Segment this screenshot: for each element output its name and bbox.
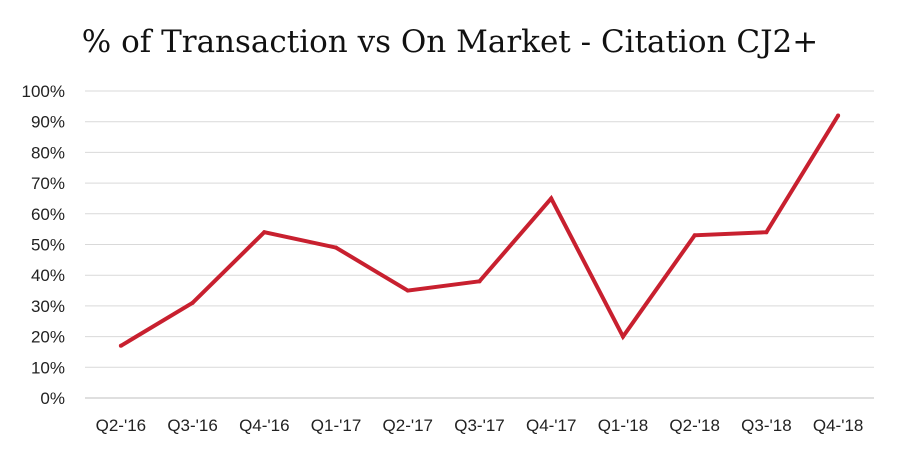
y-tick-label: 90%	[31, 113, 65, 132]
x-tick-label: Q3-'17	[454, 416, 505, 435]
y-tick-label: 100%	[22, 82, 65, 101]
y-tick-label: 0%	[40, 389, 65, 408]
data-point	[118, 343, 123, 348]
x-tick-label: Q4-'17	[526, 416, 577, 435]
series-line	[119, 114, 840, 348]
y-tick-label: 10%	[31, 358, 65, 377]
x-tick-label: Q1-'18	[598, 416, 649, 435]
data-point	[190, 300, 195, 305]
y-tick-label: 70%	[31, 174, 65, 193]
x-tick-label: Q2-'18	[669, 416, 720, 435]
x-tick-label: Q2-'16	[96, 416, 147, 435]
x-tick-label: Q3-'18	[741, 416, 792, 435]
x-tick-label: Q4-'16	[239, 416, 290, 435]
y-tick-label: 80%	[31, 143, 65, 162]
y-tick-label: 60%	[31, 205, 65, 224]
x-tick-label: Q3-'16	[167, 416, 218, 435]
chart-title: % of Transaction vs On Market - Citation…	[82, 24, 818, 60]
y-tick-label: 40%	[31, 266, 65, 285]
series-layer	[118, 113, 841, 348]
gridlines	[85, 90, 874, 399]
y-axis-ticks: 0% 10% 20% 30% 40% 50% 60% 70% 80% 90% 100%	[22, 82, 65, 408]
x-tick-label: Q2-'17	[383, 416, 434, 435]
x-tick-label: Q4-'18	[813, 416, 864, 435]
x-axis-ticks: Q2-'16 Q3-'16 Q4-'16 Q1-'17 Q2-'17 Q3-'17 Q4-'…	[96, 416, 864, 435]
y-tick-label: 20%	[31, 328, 65, 347]
data-point	[405, 288, 410, 293]
x-tick-label: Q1-'17	[311, 416, 362, 435]
data-point	[549, 196, 554, 201]
data-point	[836, 113, 841, 118]
data-point	[692, 233, 697, 238]
data-point	[262, 230, 267, 235]
data-point	[477, 279, 482, 284]
data-point	[620, 334, 625, 339]
y-tick-label: 50%	[31, 236, 65, 255]
data-point	[764, 230, 769, 235]
y-tick-label: 30%	[31, 297, 65, 316]
data-point	[334, 245, 339, 250]
